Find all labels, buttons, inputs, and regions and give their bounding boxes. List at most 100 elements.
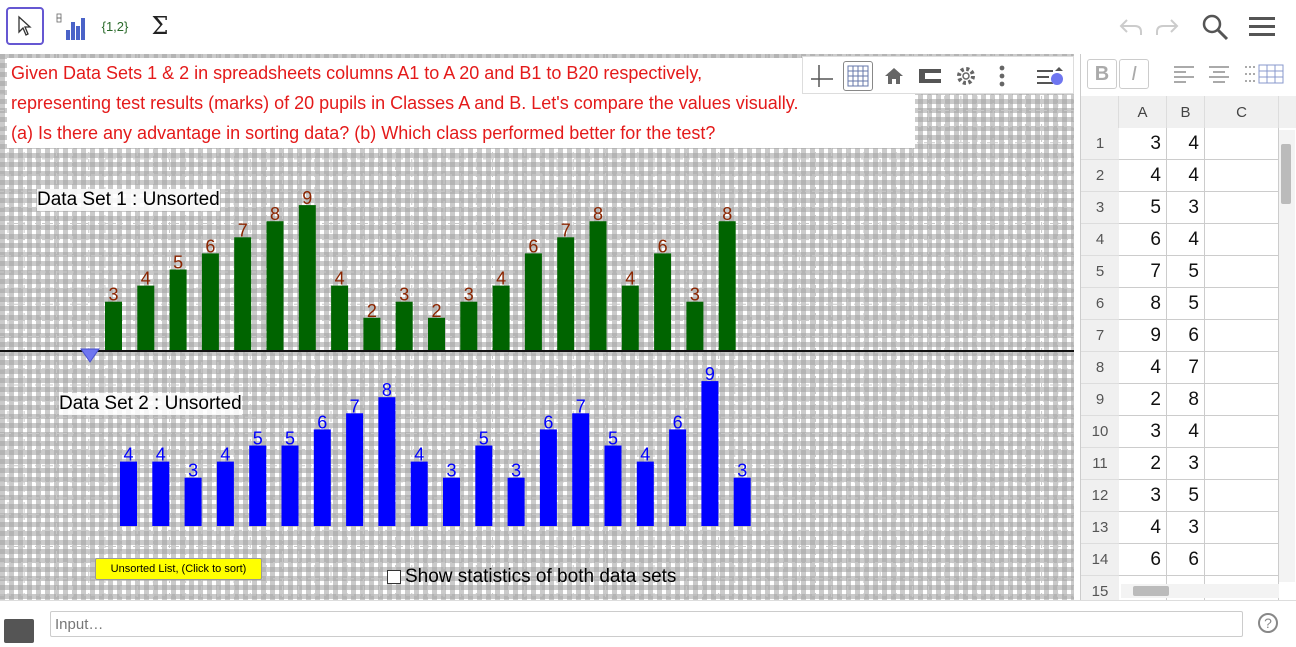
sort-button[interactable]: Unsorted List, (Click to sort)	[95, 558, 262, 580]
cell-b[interactable]: 6	[1167, 544, 1205, 576]
cell-a[interactable]: 4	[1119, 160, 1167, 192]
cell-a[interactable]: 3	[1119, 480, 1167, 512]
cell-a[interactable]: 7	[1119, 256, 1167, 288]
column-header-b[interactable]: B	[1167, 96, 1205, 128]
cell-c[interactable]	[1205, 160, 1279, 192]
cell-b[interactable]: 5	[1167, 288, 1205, 320]
sum-tool-button[interactable]: Σ	[141, 7, 179, 45]
cell-c[interactable]	[1205, 544, 1279, 576]
scroll-thumb[interactable]	[1281, 144, 1291, 204]
row-number[interactable]: 1	[1081, 128, 1119, 160]
cell-b[interactable]: 4	[1167, 160, 1205, 192]
checkbox-icon[interactable]	[387, 570, 401, 584]
move-tool-button[interactable]	[6, 7, 44, 45]
menu-button[interactable]	[1245, 10, 1279, 44]
question-line: representing test results (marks) of 20 …	[11, 93, 799, 113]
cell-b[interactable]: 5	[1167, 480, 1205, 512]
cell-style-button[interactable]	[1241, 59, 1291, 89]
cell-c[interactable]	[1205, 288, 1279, 320]
point-capturing-button[interactable]	[915, 61, 945, 91]
column-header-c[interactable]: C	[1205, 96, 1279, 128]
cell-a[interactable]: 6	[1119, 224, 1167, 256]
statistics-checkbox[interactable]: Show statistics of both data sets	[387, 566, 676, 588]
cell-c[interactable]	[1205, 384, 1279, 416]
cell-b[interactable]: 6	[1167, 320, 1205, 352]
cell-c[interactable]	[1205, 352, 1279, 384]
row-number[interactable]: 12	[1081, 480, 1119, 512]
bar	[604, 445, 622, 526]
cell-c[interactable]	[1205, 512, 1279, 544]
cell-b[interactable]: 8	[1167, 384, 1205, 416]
bar-value-label: 5	[285, 429, 295, 449]
align-center-button[interactable]	[1204, 59, 1234, 89]
row-number[interactable]: 2	[1081, 160, 1119, 192]
cell-b[interactable]: 3	[1167, 512, 1205, 544]
search-button[interactable]	[1198, 10, 1232, 44]
row-number[interactable]: 6	[1081, 288, 1119, 320]
cell-c[interactable]	[1205, 448, 1279, 480]
undo-button[interactable]	[1114, 10, 1148, 44]
grid-toggle-button[interactable]	[843, 61, 873, 91]
home-button[interactable]	[879, 61, 909, 91]
cell-a[interactable]: 3	[1119, 416, 1167, 448]
scroll-thumb[interactable]	[1133, 586, 1169, 596]
bar-value-label: 4	[156, 445, 166, 465]
redo-button[interactable]	[1150, 10, 1184, 44]
axes-toggle-button[interactable]	[807, 61, 837, 91]
bar	[443, 477, 460, 526]
row-number[interactable]: 8	[1081, 352, 1119, 384]
row-number[interactable]: 14	[1081, 544, 1119, 576]
cell-b[interactable]: 7	[1167, 352, 1205, 384]
cell-a[interactable]: 6	[1119, 544, 1167, 576]
bar	[701, 381, 719, 526]
cell-c[interactable]	[1205, 224, 1279, 256]
row-number[interactable]: 5	[1081, 256, 1119, 288]
cell-b[interactable]: 4	[1167, 128, 1205, 160]
row-number[interactable]: 9	[1081, 384, 1119, 416]
cell-a[interactable]: 2	[1119, 448, 1167, 480]
cell-b[interactable]: 3	[1167, 192, 1205, 224]
italic-button[interactable]: I	[1119, 59, 1149, 89]
style-bar-toggle-button[interactable]	[1033, 61, 1071, 91]
cell-c[interactable]	[1205, 256, 1279, 288]
cell-a[interactable]: 9	[1119, 320, 1167, 352]
more-button[interactable]	[987, 61, 1017, 91]
row-number[interactable]: 10	[1081, 416, 1119, 448]
help-icon[interactable]: ?	[1258, 613, 1278, 633]
bar-value-label: 8	[270, 204, 280, 224]
cell-a[interactable]: 8	[1119, 288, 1167, 320]
keyboard-icon[interactable]	[4, 619, 34, 643]
slider-point-icon[interactable]	[80, 347, 100, 363]
algebra-input[interactable]: Input…	[50, 611, 1243, 637]
cell-c[interactable]	[1205, 128, 1279, 160]
vertical-scrollbar[interactable]	[1279, 130, 1295, 582]
graphics-style-bar	[802, 56, 1074, 94]
row-number[interactable]: 13	[1081, 512, 1119, 544]
cell-a[interactable]: 5	[1119, 192, 1167, 224]
cell-a[interactable]: 4	[1119, 512, 1167, 544]
cell-c[interactable]	[1205, 416, 1279, 448]
cell-a[interactable]: 4	[1119, 352, 1167, 384]
chart-tool-button[interactable]	[51, 7, 89, 45]
row-number[interactable]: 11	[1081, 448, 1119, 480]
cell-b[interactable]: 5	[1167, 256, 1205, 288]
horizontal-scrollbar[interactable]	[1121, 584, 1279, 598]
row-number[interactable]: 4	[1081, 224, 1119, 256]
align-left-button[interactable]	[1169, 59, 1199, 89]
cell-b[interactable]: 3	[1167, 448, 1205, 480]
cell-a[interactable]: 3	[1119, 128, 1167, 160]
row-number[interactable]: 3	[1081, 192, 1119, 224]
bold-button[interactable]: B	[1087, 59, 1117, 89]
cell-c[interactable]	[1205, 480, 1279, 512]
bar-value-label: 3	[690, 285, 700, 305]
settings-button[interactable]	[951, 61, 981, 91]
cell-c[interactable]	[1205, 192, 1279, 224]
cell-c[interactable]	[1205, 320, 1279, 352]
row-number[interactable]: 7	[1081, 320, 1119, 352]
cell-b[interactable]: 4	[1167, 224, 1205, 256]
column-header-a[interactable]: A	[1119, 96, 1167, 128]
cell-a[interactable]: 2	[1119, 384, 1167, 416]
list-tool-button[interactable]: {1,2}	[96, 7, 134, 45]
cell-b[interactable]: 4	[1167, 416, 1205, 448]
